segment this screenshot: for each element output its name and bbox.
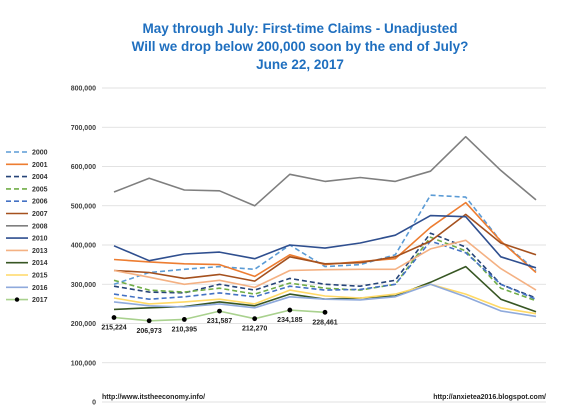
- point-2017: [252, 316, 258, 322]
- series-line-2015: [113, 283, 537, 315]
- data-label-2017: 215,224: [101, 325, 126, 332]
- series-line-2014: [113, 265, 537, 313]
- footer-right-url: http://anxietea2016.blogspot.com/: [433, 394, 546, 401]
- legend-label-2005: 2005: [32, 186, 48, 193]
- y-tick-label: 0: [92, 400, 96, 407]
- series-line-2013: [113, 239, 537, 291]
- point-2017: [181, 317, 187, 322]
- title-line-1: May through July: First-time Claims - Un…: [142, 21, 457, 36]
- series-line-2016: [113, 283, 537, 318]
- series-line-2004: [113, 232, 537, 299]
- data-labels: 215,224 206,973 210,395 231,587 212,270 234,1…: [101, 317, 337, 335]
- legend-label-2004: 2004: [32, 174, 48, 181]
- title-line-3: June 22, 2017: [256, 57, 344, 72]
- y-tick-label: 500,000: [71, 203, 96, 210]
- series-line-2010: [113, 214, 537, 269]
- series-line-2000: [113, 194, 537, 286]
- point-2017: [146, 318, 152, 324]
- series-line-2007: [113, 213, 537, 282]
- series-line-2008: [113, 135, 537, 207]
- chart-title: May through July: First-time Claims - Un…: [132, 21, 469, 72]
- point-2017: [111, 315, 117, 320]
- data-label-2017: 210,395: [172, 326, 197, 333]
- y-tick-label: 200,000: [71, 321, 96, 328]
- series-line-2006: [113, 240, 537, 301]
- point-2017: [217, 308, 222, 314]
- legend: 2000 2001 2004 2005 2006 2007 2008 2010 2013 2014…: [6, 150, 48, 304]
- point-2017: [287, 307, 293, 313]
- y-axis-ticks: 0 100,000 200,000 300,000 400,000 500,000 600,…: [71, 86, 96, 407]
- data-label-2017: 206,973: [137, 328, 162, 335]
- y-tick-label: 100,000: [71, 360, 96, 367]
- legend-label-2010: 2010: [32, 236, 48, 243]
- series-lines: [111, 135, 537, 324]
- title-line-2: Will we drop below 200,000 soon by the e…: [132, 39, 469, 54]
- data-label-2017: 228,461: [312, 319, 337, 326]
- y-tick-label: 400,000: [71, 243, 96, 250]
- legend-label-2015: 2015: [32, 273, 48, 280]
- legend-label-2001: 2001: [32, 162, 48, 169]
- y-tick-label: 800,000: [71, 86, 96, 93]
- point-2017: [322, 309, 328, 315]
- legend-label-2006: 2006: [32, 199, 48, 206]
- data-label-2017: 234,185: [277, 317, 302, 324]
- data-label-2017: 231,587: [207, 318, 232, 325]
- legend-label-2014: 2014: [32, 260, 48, 267]
- series-line-2001: [113, 201, 537, 278]
- legend-label-2016: 2016: [32, 285, 48, 292]
- legend-label-2008: 2008: [32, 223, 48, 230]
- grid-lines: [102, 87, 546, 403]
- data-label-2017: 212,270: [242, 326, 267, 333]
- footer-left-url: http://www.itstheeconomy.info/: [102, 394, 205, 401]
- y-tick-label: 700,000: [71, 125, 96, 132]
- legend-label-2000: 2000: [32, 150, 48, 157]
- legend-label-2013: 2013: [32, 248, 48, 255]
- legend-label-2017: 2017: [32, 297, 48, 304]
- y-tick-label: 300,000: [71, 282, 96, 289]
- legend-marker-2017: [14, 297, 20, 302]
- legend-label-2007: 2007: [32, 211, 48, 218]
- footer: http://www.itstheeconomy.info/ http://an…: [102, 394, 546, 401]
- y-tick-label: 600,000: [71, 164, 96, 171]
